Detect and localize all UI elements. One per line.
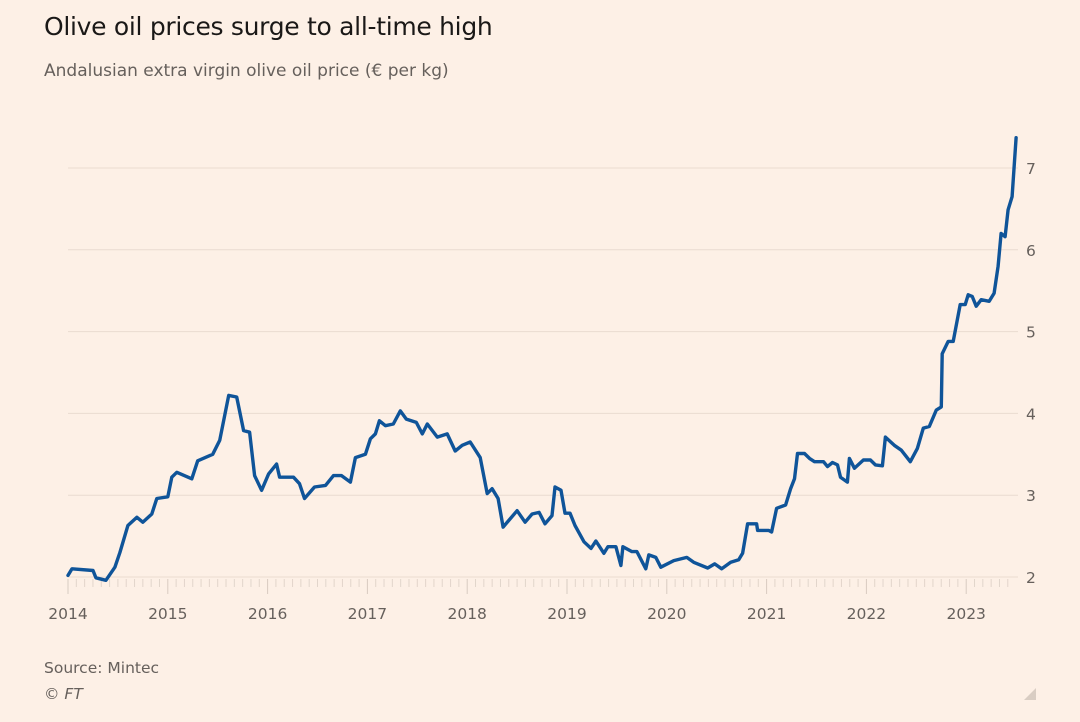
y-tick-label: 2 (1026, 569, 1036, 587)
x-axis (67, 579, 1009, 594)
gridlines (68, 167, 1018, 578)
x-axis-labels: 2014 2015 2016 2017 2018 2019 2020 2021 2022 2023 (48, 605, 986, 623)
x-tick-label: 2014 (48, 605, 87, 623)
x-tick-label: 2019 (547, 605, 586, 623)
y-tick-label: 5 (1026, 324, 1036, 342)
credit-note: © FT (44, 685, 83, 703)
y-tick-label: 3 (1026, 487, 1036, 505)
x-tick-label: 2017 (348, 605, 387, 623)
y-axis-labels: 2 3 4 5 6 7 (1026, 160, 1036, 587)
source-note: Source: Mintec (44, 659, 160, 677)
resize-handle-icon[interactable] (1024, 688, 1036, 700)
x-tick-label: 2021 (747, 605, 786, 623)
x-tick-label: 2022 (847, 605, 886, 623)
chart-title: Olive oil prices surge to all-time high (44, 12, 493, 41)
chart-subtitle: Andalusian extra virgin olive oil price … (44, 61, 449, 81)
y-tick-label: 7 (1026, 160, 1036, 178)
x-tick-label: 2018 (447, 605, 486, 623)
x-tick-label: 2015 (148, 605, 187, 623)
x-tick-label: 2020 (647, 605, 686, 623)
y-tick-label: 4 (1026, 405, 1036, 423)
y-tick-label: 6 (1026, 242, 1036, 260)
series-line-price (66, 136, 1018, 582)
x-tick-label: 2023 (946, 605, 985, 623)
x-tick-label: 2016 (248, 605, 287, 623)
